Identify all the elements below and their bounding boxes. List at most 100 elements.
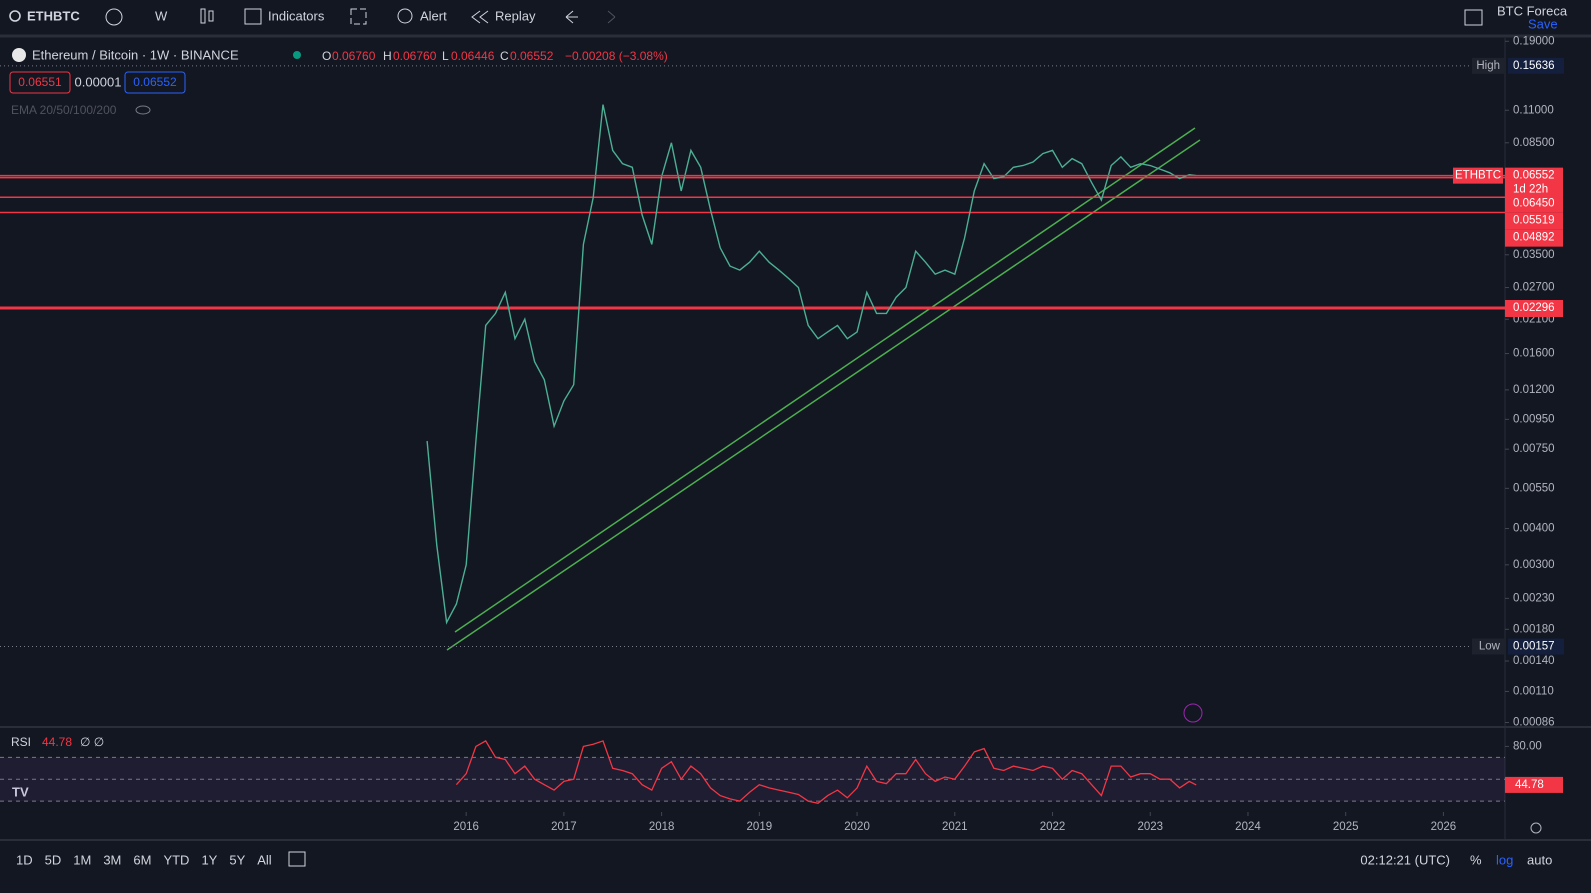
trendline[interactable] bbox=[446, 139, 1201, 651]
countdown: 1d 22h bbox=[1513, 184, 1548, 196]
y-tick-label: 0.00300 bbox=[1513, 559, 1555, 571]
y-tick-label: 0.00140 bbox=[1513, 655, 1555, 667]
rsi-value: 44.78 bbox=[42, 735, 72, 749]
y-tick-label: 0.00110 bbox=[1513, 685, 1554, 697]
clock: 02:12:21 (UTC) bbox=[1360, 852, 1450, 867]
level-label: 0.04892 bbox=[1513, 232, 1555, 244]
percent-toggle[interactable]: % bbox=[1470, 852, 1482, 867]
level-label-bg bbox=[1505, 212, 1563, 230]
rsi-title: RSI bbox=[11, 735, 31, 749]
range-button[interactable]: YTD bbox=[163, 852, 189, 867]
symbol-logo bbox=[12, 48, 26, 62]
replay-button[interactable]: Replay bbox=[495, 8, 536, 23]
event-icon[interactable] bbox=[1183, 703, 1203, 723]
low-tag: Low bbox=[1479, 641, 1501, 653]
sell-box[interactable] bbox=[9, 71, 71, 94]
top-toolbar bbox=[0, 0, 1591, 36]
y-tick-label: 0.00550 bbox=[1513, 482, 1555, 494]
auto-toggle[interactable]: auto bbox=[1527, 852, 1552, 867]
hidden-icon[interactable] bbox=[135, 105, 151, 115]
x-tick-label: 2019 bbox=[747, 821, 773, 833]
x-tick-label: 2024 bbox=[1235, 821, 1261, 833]
search-icon[interactable] bbox=[9, 10, 21, 22]
level-label: 0.05519 bbox=[1513, 215, 1555, 227]
open-value: 0.06760 bbox=[332, 49, 376, 63]
x-tick-label: 2021 bbox=[942, 821, 968, 833]
high-label-bg bbox=[1508, 57, 1564, 74]
change: −0.00208 (−3.08%) bbox=[565, 49, 668, 63]
range-button[interactable]: 1D bbox=[16, 852, 33, 867]
range-button[interactable]: All bbox=[257, 852, 272, 867]
log-toggle[interactable]: log bbox=[1496, 852, 1513, 867]
range-button[interactable]: 1Y bbox=[201, 852, 217, 867]
range-button[interactable]: 5Y bbox=[229, 852, 245, 867]
rsi-params: ∅ ∅ bbox=[80, 735, 104, 749]
l-label: L bbox=[442, 49, 449, 63]
x-tick-label: 2025 bbox=[1333, 821, 1359, 833]
replay-icon bbox=[471, 10, 489, 24]
y-tick-label: 0.01600 bbox=[1513, 348, 1555, 360]
symbol-tag: ETHBTC bbox=[1455, 170, 1501, 182]
save-label[interactable]: Save bbox=[1528, 16, 1558, 31]
templates[interactable] bbox=[350, 8, 367, 25]
chart-type-2 bbox=[208, 10, 214, 22]
layout-icon[interactable] bbox=[1464, 9, 1483, 26]
high-tag: High bbox=[1476, 60, 1500, 72]
range-button[interactable]: 6M bbox=[133, 852, 151, 867]
settings[interactable] bbox=[1530, 822, 1542, 834]
y-tick-label: 0.02700 bbox=[1513, 282, 1555, 294]
h-label: H bbox=[383, 49, 392, 63]
range-button[interactable]: 3M bbox=[103, 852, 121, 867]
ask[interactable]: 0.06552 bbox=[133, 75, 177, 89]
rsi-last-bg bbox=[1505, 776, 1563, 793]
high-label: 0.15636 bbox=[1513, 60, 1555, 72]
range-button[interactable]: 5D bbox=[45, 852, 62, 867]
y-tick-label: 0.00950 bbox=[1513, 413, 1555, 425]
chart-type[interactable] bbox=[200, 8, 206, 24]
level-label: 0.02296 bbox=[1513, 302, 1555, 314]
low-tag-bg bbox=[1472, 638, 1505, 655]
logo: TV bbox=[12, 784, 29, 799]
bid[interactable]: 0.06551 bbox=[18, 75, 62, 89]
symbol[interactable]: ETHBTC bbox=[27, 8, 80, 23]
level-label-bg bbox=[1505, 299, 1563, 317]
indicators-icon bbox=[244, 8, 262, 25]
alert-button[interactable]: Alert bbox=[420, 8, 447, 23]
low-label-bg bbox=[1508, 638, 1564, 655]
y-tick-label: 0.00400 bbox=[1513, 523, 1555, 535]
y-tick-label: 0.08500 bbox=[1513, 137, 1555, 149]
price-line bbox=[426, 104, 1197, 625]
range-button[interactable]: 1M bbox=[73, 852, 91, 867]
y-tick-label: 0.00086 bbox=[1513, 717, 1555, 729]
layout-name[interactable]: BTC Foreca bbox=[1497, 3, 1568, 18]
y-tick-label: 0.00230 bbox=[1513, 592, 1555, 604]
c-label: C bbox=[500, 49, 509, 63]
spread: 0.00001 bbox=[75, 74, 122, 89]
symbol-name[interactable]: Ethereum / Bitcoin · 1W · BINANCE bbox=[32, 47, 239, 62]
rsi-last-label: 44.78 bbox=[1515, 779, 1544, 791]
undo[interactable] bbox=[565, 10, 578, 24]
low-label: 0.00157 bbox=[1513, 641, 1555, 653]
redo[interactable] bbox=[607, 10, 616, 24]
high-value: 0.06760 bbox=[393, 49, 437, 63]
last-price-bg bbox=[1505, 167, 1563, 198]
y-tick-label: 0.00180 bbox=[1513, 623, 1555, 635]
y-tick-label: 0.11000 bbox=[1513, 104, 1554, 116]
y-tick-label: 0.19000 bbox=[1513, 35, 1555, 47]
x-tick-label: 2016 bbox=[453, 821, 479, 833]
level-label-bg bbox=[1505, 229, 1563, 247]
add-symbol[interactable] bbox=[105, 8, 123, 26]
x-tick-label: 2020 bbox=[844, 821, 870, 833]
alert-icon bbox=[397, 8, 413, 24]
interval[interactable]: W bbox=[155, 8, 168, 23]
indicators-button[interactable]: Indicators bbox=[268, 8, 325, 23]
date-range-icon[interactable] bbox=[288, 851, 306, 867]
ema-indicator[interactable]: EMA 20/50/100/200 bbox=[11, 103, 117, 117]
rsi-y-tick-label: 80.00 bbox=[1513, 740, 1542, 752]
price-line bbox=[455, 740, 1197, 805]
buy-box[interactable] bbox=[124, 71, 186, 94]
x-tick-label: 2023 bbox=[1137, 821, 1163, 833]
